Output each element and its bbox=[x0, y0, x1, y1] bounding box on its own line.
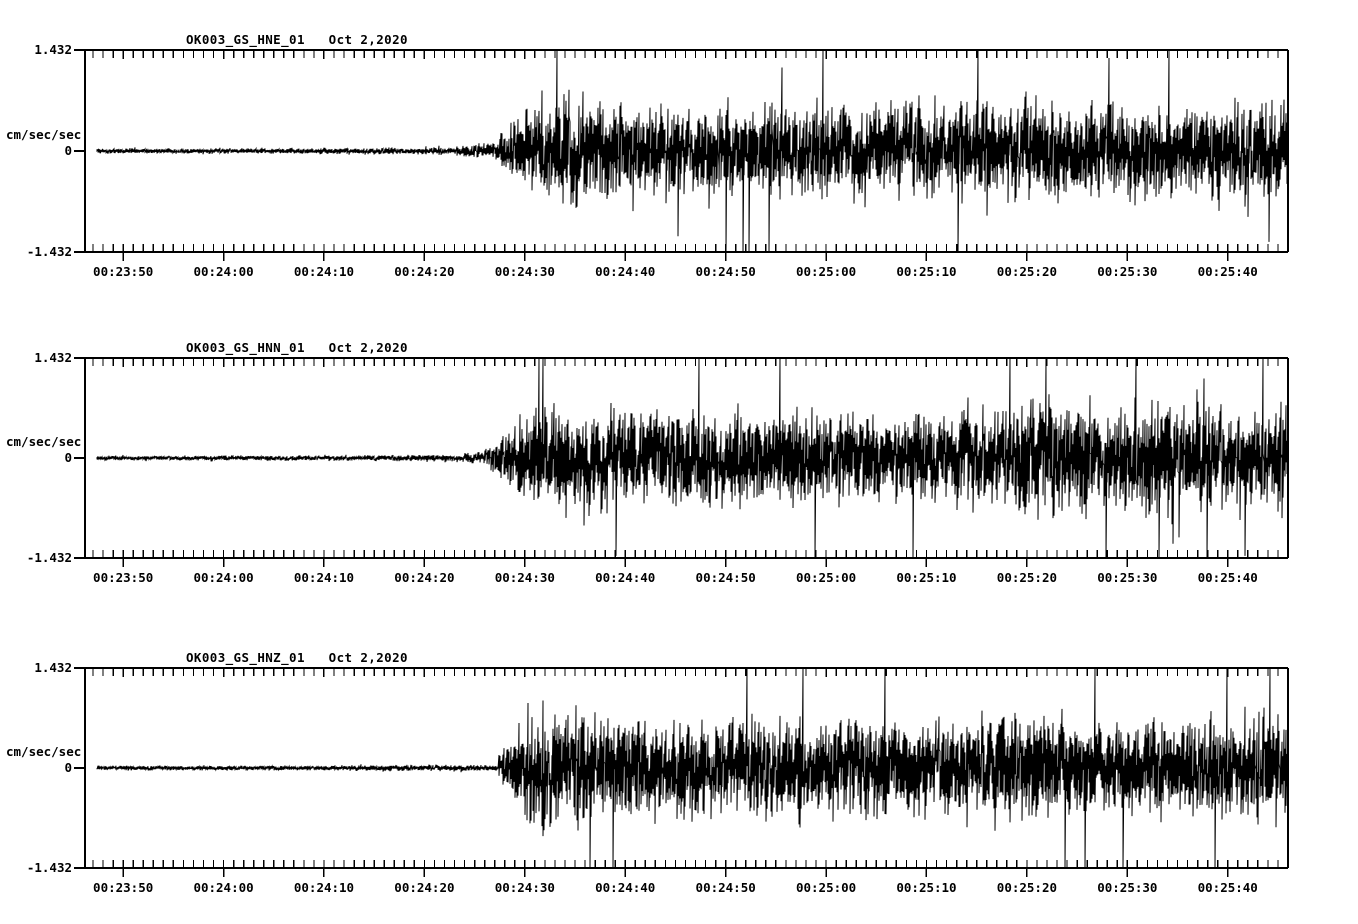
x-axis-tick-label: 00:23:50 bbox=[93, 570, 154, 585]
waveform-trace-hnz bbox=[96, 668, 1288, 868]
x-axis-tick-label: 00:24:50 bbox=[695, 264, 756, 279]
y-axis-min-label-hnz: -1.432 bbox=[26, 860, 72, 875]
x-axis-tick-label: 00:25:20 bbox=[996, 880, 1058, 895]
panel-title-hne: OK003_GS_HNE_01 Oct 2,2020 bbox=[186, 32, 408, 47]
x-axis-tick-label: 00:25:00 bbox=[795, 880, 857, 895]
y-axis-min-label-hnn: -1.432 bbox=[26, 550, 72, 565]
y-axis-min-label-hne: -1.432 bbox=[26, 244, 72, 259]
x-axis-tick-label: 00:25:30 bbox=[1097, 880, 1158, 895]
y-axis-zero-label-hnz: 0 bbox=[64, 760, 72, 775]
panel-title-hnn: OK003_GS_HNN_01 Oct 2,2020 bbox=[186, 340, 408, 355]
x-axis-tick-label: 00:25:20 bbox=[996, 264, 1058, 279]
x-axis-tick-label: 00:24:40 bbox=[595, 570, 656, 585]
x-axis-tick-label: 00:24:00 bbox=[193, 570, 254, 585]
y-axis-max-label-hnn: 1.432 bbox=[34, 350, 72, 365]
x-axis-tick-label: 00:24:40 bbox=[595, 880, 656, 895]
x-axis-tick-label: 00:24:50 bbox=[695, 880, 756, 895]
x-axis-tick-label: 00:24:10 bbox=[293, 570, 355, 585]
x-axis-tick-label: 00:24:50 bbox=[695, 570, 756, 585]
x-axis-tick-label: 00:24:20 bbox=[394, 570, 455, 585]
waveform-trace-hne bbox=[96, 50, 1288, 252]
x-axis-tick-label: 00:25:20 bbox=[996, 570, 1058, 585]
panel-title-hnz: OK003_GS_HNZ_01 Oct 2,2020 bbox=[186, 650, 408, 665]
x-axis-tick-label: 00:25:40 bbox=[1197, 570, 1258, 585]
x-axis-tick-label: 00:24:20 bbox=[394, 880, 455, 895]
x-axis-tick-label: 00:24:30 bbox=[494, 264, 555, 279]
y-axis-zero-label-hne: 0 bbox=[64, 143, 72, 158]
y-axis-units-label-hnz: cm/sec/sec bbox=[6, 744, 82, 759]
x-axis-tick-label: 00:24:00 bbox=[193, 264, 254, 279]
y-axis-units-label-hne: cm/sec/sec bbox=[6, 127, 82, 142]
x-axis-tick-label: 00:23:50 bbox=[93, 880, 154, 895]
x-axis-tick-label: 00:24:10 bbox=[293, 264, 355, 279]
x-axis-tick-label: 00:25:10 bbox=[896, 570, 957, 585]
x-axis-tick-label: 00:25:40 bbox=[1197, 264, 1258, 279]
y-axis-max-label-hne: 1.432 bbox=[34, 42, 72, 57]
x-axis-tick-label: 00:24:40 bbox=[595, 264, 656, 279]
y-axis-zero-label-hnn: 0 bbox=[64, 450, 72, 465]
x-axis-tick-label: 00:24:10 bbox=[293, 880, 355, 895]
x-axis-tick-label: 00:25:10 bbox=[896, 264, 957, 279]
x-axis-tick-label: 00:24:30 bbox=[494, 570, 555, 585]
y-axis-max-label-hnz: 1.432 bbox=[34, 660, 72, 675]
y-axis-units-label-hnn: cm/sec/sec bbox=[6, 434, 82, 449]
x-axis-tick-label: 00:24:30 bbox=[494, 880, 555, 895]
x-axis-tick-label: 00:25:40 bbox=[1197, 880, 1258, 895]
x-axis-tick-label: 00:23:50 bbox=[93, 264, 154, 279]
x-axis-tick-label: 00:24:00 bbox=[193, 880, 254, 895]
x-axis-tick-label: 00:24:20 bbox=[394, 264, 455, 279]
waveform-trace-hnn bbox=[96, 358, 1288, 558]
x-axis-tick-label: 00:25:30 bbox=[1097, 570, 1158, 585]
x-axis-tick-label: 00:25:30 bbox=[1097, 264, 1158, 279]
x-axis-tick-label: 00:25:00 bbox=[795, 264, 857, 279]
x-axis-tick-label: 00:25:10 bbox=[896, 880, 957, 895]
x-axis-tick-label: 00:25:00 bbox=[795, 570, 857, 585]
